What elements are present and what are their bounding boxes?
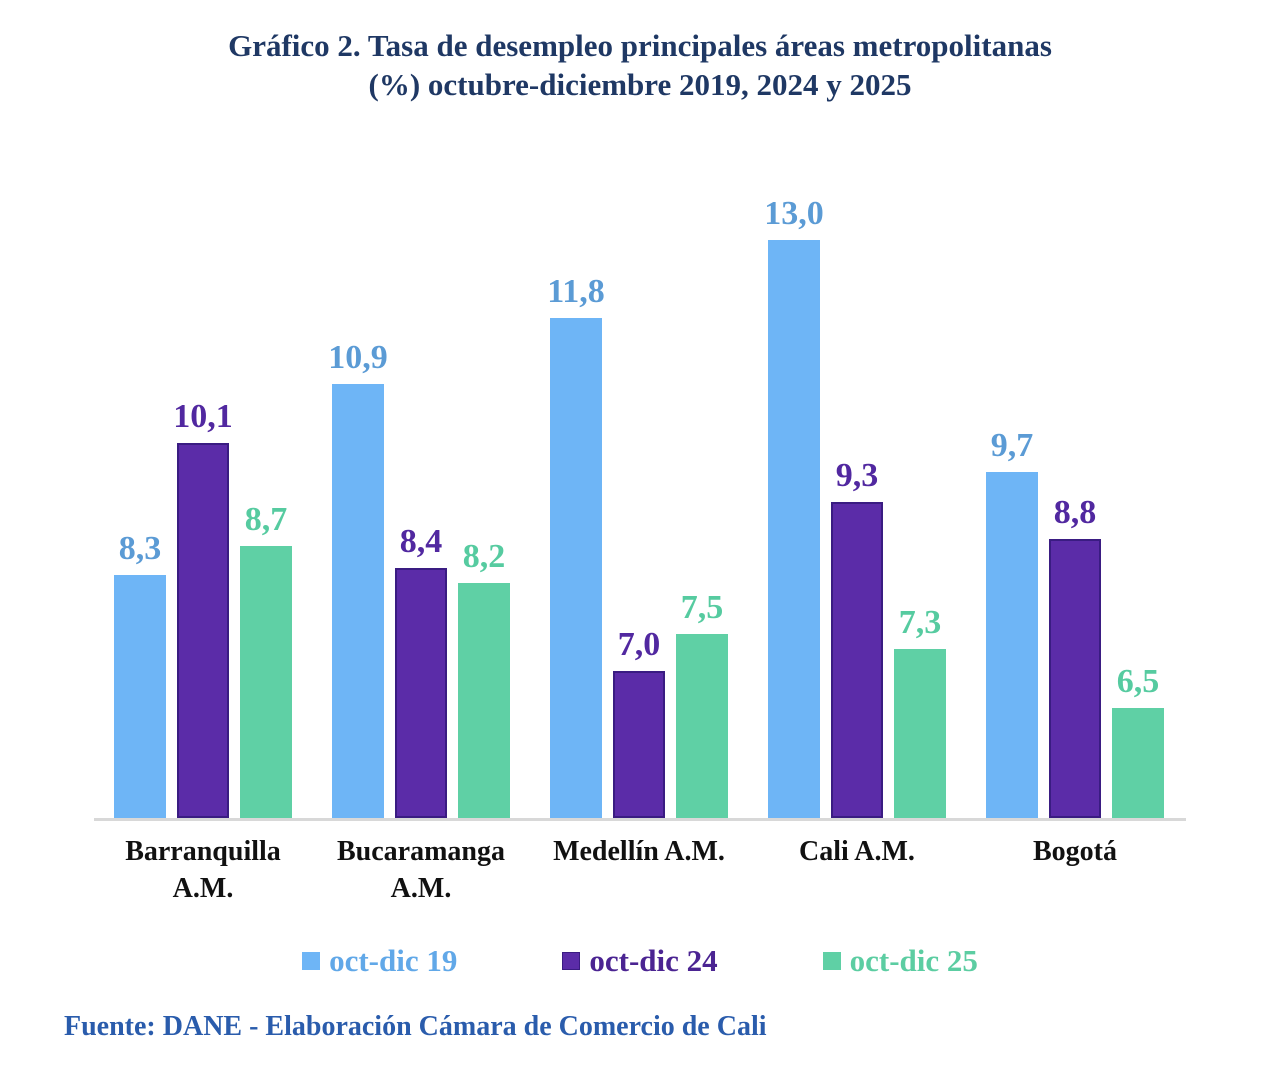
value-label: 8,4	[399, 523, 443, 560]
bar-chart: 8,3 10,1 8,7 10,9 8,4 8,2 11,8 7,0 7,5 13,0 9,3 7,3…	[94, 196, 1186, 907]
legend-label: oct-dic 25	[849, 943, 978, 978]
legend-label: oct-dic 24	[589, 943, 718, 978]
source-note: Fuente: DANE - Elaboración Cámara de Com…	[64, 1011, 767, 1042]
bar-group-5: 9,7 8,8 6,5	[986, 196, 1164, 818]
bar	[1112, 708, 1164, 818]
bar	[831, 502, 883, 818]
category-axis: Barranquilla A.M. Bucaramanga A.M. Medellín …	[94, 833, 1186, 907]
bar-group-4: 13,0 9,3 7,3	[764, 196, 946, 818]
value-label: 8,7	[244, 501, 288, 538]
bar-column: 8,3	[114, 196, 166, 818]
chart-title-line1: Gráfico 2. Tasa de desempleo principales…	[228, 28, 1052, 63]
plot-area: 8,3 10,1 8,7 10,9 8,4 8,2 11,8 7,0 7,5 13,0 9,3 7,3…	[94, 196, 1186, 821]
chart-title-line2: (%) octubre-diciembre 2019, 2024 y 2025	[368, 67, 912, 102]
value-label: 8,3	[118, 530, 162, 567]
category-label: Cali A.M.	[799, 836, 915, 867]
bar-column: 7,3	[894, 196, 946, 818]
bar-group-3: 11,8 7,0 7,5	[547, 196, 728, 818]
bar	[177, 443, 229, 818]
value-label: 8,2	[462, 538, 506, 575]
bar-column: 6,5	[1112, 196, 1164, 818]
bar-column: 11,8	[547, 196, 605, 818]
category-label: Barranquilla A.M.	[125, 836, 281, 904]
legend-swatch-icon	[302, 952, 321, 970]
chart-legend: oct-dic 19 oct-dic 24 oct-dic 25	[0, 943, 1280, 979]
bar-column: 10,9	[328, 196, 388, 818]
bar-column: 9,3	[831, 196, 883, 818]
bar-column: 13,0	[764, 196, 824, 818]
bar-column: 8,7	[240, 196, 292, 818]
bar-column: 8,4	[395, 196, 447, 818]
value-label: 8,8	[1053, 494, 1097, 531]
bar	[550, 318, 602, 818]
value-label: 9,3	[835, 457, 879, 494]
bar	[768, 240, 820, 818]
legend-item: oct-dic 25	[822, 943, 978, 979]
bar-column: 8,8	[1049, 196, 1101, 818]
category-label: Medellín A.M.	[553, 836, 725, 867]
value-label: 13,0	[764, 195, 824, 232]
bar	[1049, 539, 1101, 818]
bar	[332, 384, 384, 818]
legend-swatch-icon	[822, 952, 841, 970]
legend-item: oct-dic 19	[302, 943, 457, 979]
bar	[458, 583, 510, 818]
value-label: 11,8	[547, 273, 605, 310]
value-label: 7,5	[680, 589, 724, 626]
chart-title: Gráfico 2. Tasa de desempleo principales…	[0, 0, 1280, 104]
bar	[114, 575, 166, 818]
value-label: 10,1	[173, 398, 233, 435]
value-label: 9,7	[990, 427, 1034, 464]
value-label: 10,9	[328, 339, 388, 376]
bar-group-1: 8,3 10,1 8,7	[114, 196, 292, 818]
bar	[395, 568, 447, 818]
value-label: 7,0	[617, 626, 661, 663]
legend-swatch-icon	[562, 952, 581, 970]
value-label: 7,3	[898, 604, 942, 641]
bar-column: 10,1	[173, 196, 233, 818]
value-label: 6,5	[1116, 663, 1160, 700]
bar-column: 7,5	[676, 196, 728, 818]
bar	[894, 649, 946, 818]
bar	[613, 671, 665, 818]
category-label: Bogotá	[1033, 836, 1117, 867]
bar-column: 7,0	[613, 196, 665, 818]
bar	[240, 546, 292, 818]
bar-column: 9,7	[986, 196, 1038, 818]
bar-column: 8,2	[458, 196, 510, 818]
bar	[986, 472, 1038, 818]
legend-label: oct-dic 19	[329, 943, 458, 978]
legend-item: oct-dic 24	[562, 943, 718, 979]
bar	[676, 634, 728, 818]
category-label: Bucaramanga A.M.	[337, 836, 505, 904]
bar-group-2: 10,9 8,4 8,2	[328, 196, 510, 818]
